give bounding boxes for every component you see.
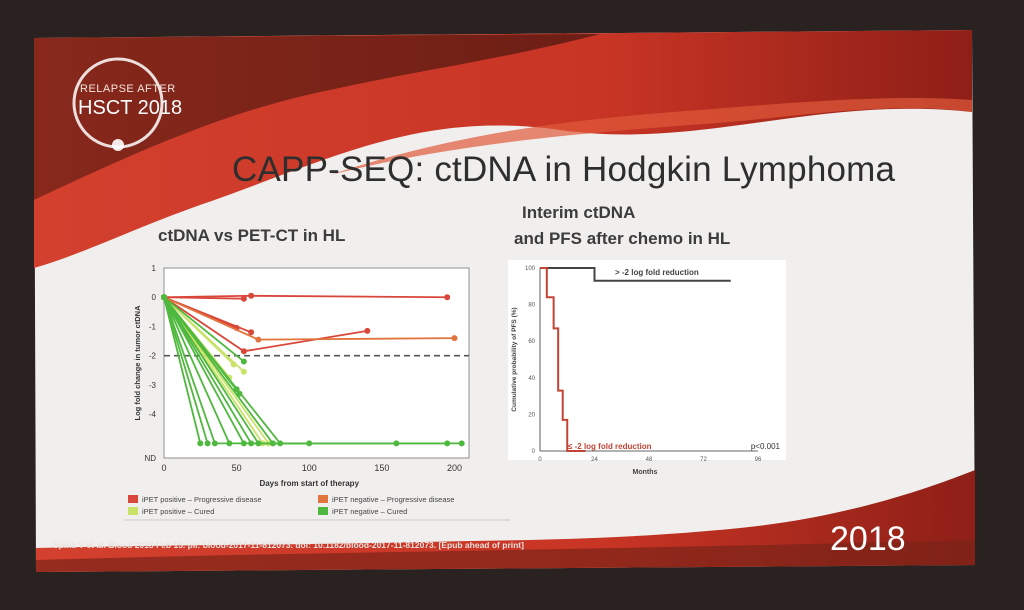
ctdna-x-tick: 50 [232, 463, 242, 473]
ctdna-point [364, 327, 371, 334]
ctdna-series-line [163, 297, 202, 444]
ctdna-x-label: Days from start of therapy [259, 479, 359, 488]
legend-label: iPET negative – Progressive disease [332, 495, 454, 504]
pfs-x-label: Months [633, 469, 658, 476]
pfs-pvalue: p<0.001 [751, 442, 781, 451]
pfs-x-tick: 0 [538, 457, 542, 463]
ctdna-point [458, 440, 465, 447]
pfs-y-tick: 60 [528, 339, 535, 345]
ctdna-chart: 1 0 -1 -2 -3 -4 ND 0 50 100 150 200 Days from start … [133, 264, 470, 488]
citation: Spina V et al. Blood 2018 Feb 15. pii: b… [53, 540, 524, 550]
legend-label: iPET negative – Cured [332, 507, 407, 516]
ctdna-point [204, 440, 211, 447]
logo-text-line1: RELAPSE AFTER [80, 83, 176, 95]
legend-swatch [128, 507, 138, 515]
pfs-curve-label: > -2 log fold reduction [615, 268, 699, 277]
ctdna-point [211, 440, 218, 447]
ctdna-point [240, 368, 247, 375]
ctdna-point [197, 440, 204, 447]
legend-label: iPET positive – Progressive disease [142, 495, 262, 504]
left-panel-title: ctDNA vs PET-CT in HL [158, 226, 346, 245]
pfs-y-tick: 20 [528, 412, 535, 418]
ctdna-y-tick: 1 [152, 264, 157, 273]
ctdna-y-tick: -3 [149, 381, 157, 390]
header-light-swoop [330, 98, 972, 175]
pfs-y-tick: 100 [525, 266, 536, 272]
ctdna-x-tick: 0 [161, 463, 166, 473]
ctdna-series-line [163, 296, 281, 444]
pfs-curve [540, 267, 731, 282]
ctdna-point [255, 440, 262, 447]
ctdna-point [248, 292, 255, 299]
pfs-y-tick: 80 [528, 303, 535, 309]
pfs-y-tick: 0 [532, 449, 536, 455]
pfs-x-tick: 24 [591, 457, 598, 463]
ctdna-x-tick: 150 [374, 463, 389, 473]
legend-swatch [318, 507, 328, 515]
pfs-x-tick: 96 [755, 457, 762, 463]
ctdna-series-line [163, 296, 245, 444]
pfs-chart: 100 80 60 40 20 00 24 48 72 96 Months Cumulative pr… [508, 260, 786, 476]
right-panel-title-line1: Interim ctDNA [522, 203, 636, 222]
ctdna-point [255, 336, 262, 343]
ctdna-point [444, 294, 451, 301]
slide-title: CAPP-SEQ: ctDNA in Hodgkin Lymphoma [232, 150, 896, 189]
ctdna-y-tick: ND [144, 454, 156, 463]
pfs-curve [540, 267, 586, 452]
pfs-x-tick: 72 [700, 457, 707, 463]
ctdna-point [240, 348, 247, 355]
ctdna-point [248, 329, 255, 336]
pfs-plot-area [508, 260, 786, 460]
ctdna-y-tick: -1 [149, 322, 157, 331]
ctdna-series-line [163, 296, 209, 444]
ctdna-point [240, 358, 247, 365]
ctdna-point [451, 335, 458, 342]
ctdna-point [240, 295, 247, 302]
ctdna-point [277, 440, 284, 447]
legend-swatch [318, 495, 328, 503]
right-panel-title-line2: and PFS after chemo in HL [514, 229, 731, 248]
pfs-x-tick: 48 [646, 457, 653, 463]
ctdna-y-tick: -2 [149, 352, 157, 361]
ctdna-x-tick: 100 [302, 463, 317, 473]
ctdna-series-line [163, 296, 231, 444]
logo-dot [112, 139, 124, 151]
ctdna-y-label: Log fold change in tumor ctDNA [133, 305, 142, 421]
ctdna-point [161, 294, 167, 301]
ctdna-series-line [163, 296, 245, 373]
ctdna-y-tick: 0 [152, 293, 157, 302]
slide-year: 2018 [830, 520, 906, 558]
header-dark-swoop [34, 34, 600, 200]
pfs-y-tick: 40 [528, 376, 535, 382]
legend-label: iPET positive – Cured [142, 507, 214, 516]
ctdna-legend: iPET positive – Progressive disease iPET … [124, 495, 510, 521]
logo-text-line2: HSCT 2018 [78, 97, 183, 119]
legend-swatch [128, 495, 138, 503]
ctdna-x-tick: 200 [447, 463, 462, 473]
ctdna-series-line [163, 296, 245, 363]
ctdna-y-tick: -4 [149, 410, 157, 419]
pfs-y-label: Cumulative probability of PFS (%) [511, 307, 518, 411]
footer-dark-band [36, 540, 975, 572]
ctdna-series-line [163, 296, 244, 300]
pfs-curve-label: ≤ -2 log fold reduction [568, 442, 652, 451]
